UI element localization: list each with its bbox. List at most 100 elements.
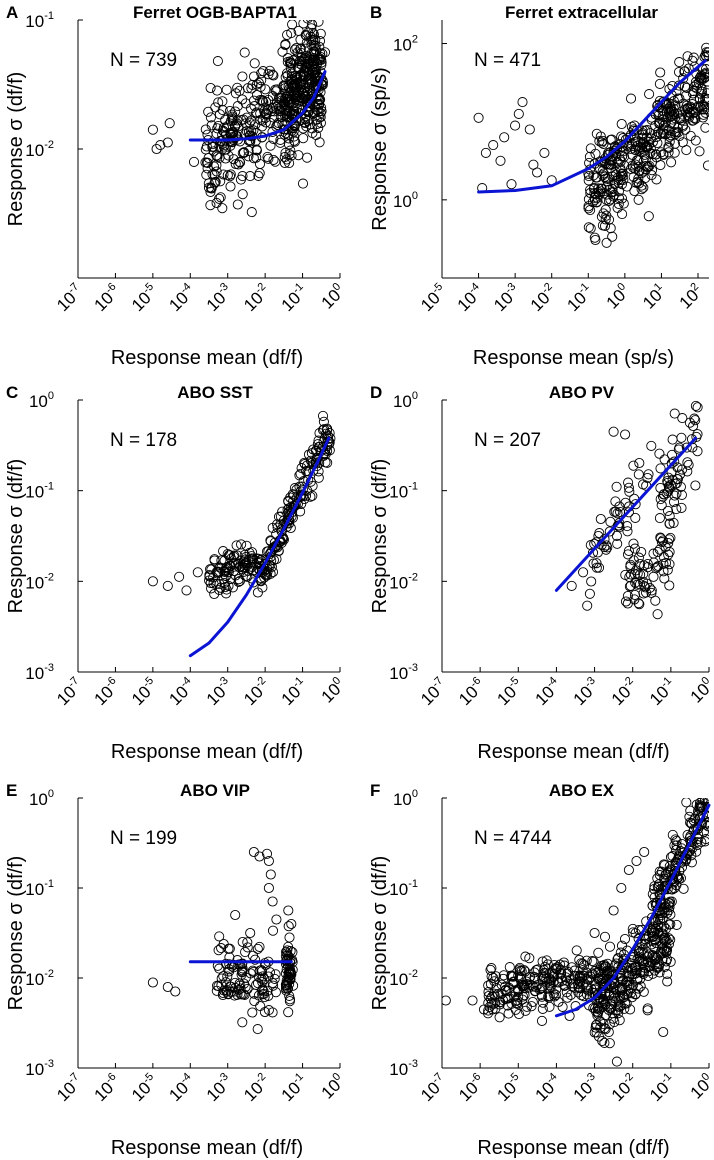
scatter-point — [697, 99, 708, 110]
scatter-point — [293, 25, 304, 36]
scatter-point — [486, 971, 497, 982]
scatter-point — [254, 941, 265, 952]
scatter-point — [662, 969, 673, 980]
scatter-point — [702, 85, 709, 96]
scatter-point — [669, 840, 680, 851]
scatter-point — [599, 931, 611, 942]
scatter-point — [592, 990, 603, 1001]
y-axis-label: Response σ (df/f) — [369, 856, 391, 1011]
scatter-point — [687, 55, 698, 66]
scatter-point — [267, 1007, 278, 1018]
x-axis-label: Response mean (df/f) — [111, 741, 303, 763]
scatter-point — [651, 952, 662, 963]
x-tick-label: 10-5 — [493, 1071, 527, 1105]
scatter-point — [203, 106, 214, 117]
scatter-point — [642, 472, 653, 484]
y-tick-label: 102 — [393, 34, 418, 55]
scatter-point — [213, 97, 224, 108]
scatter-point — [642, 1003, 653, 1014]
n-count-label: N = 471 — [474, 50, 541, 71]
scatter-point — [485, 978, 496, 990]
scatter-point — [658, 1026, 669, 1038]
y-tick-label: 10-1 — [25, 10, 54, 31]
scatter-point — [227, 131, 238, 143]
scatter-point — [313, 122, 324, 133]
scatter-point — [220, 153, 231, 164]
x-tick-label: 10-3 — [489, 281, 523, 315]
scatter-point — [566, 962, 577, 973]
scatter-point — [295, 468, 306, 479]
scatter-points — [473, 42, 709, 248]
scatter-point — [642, 1005, 653, 1016]
x-tick-label: 10-5 — [493, 675, 527, 709]
scatter-point — [268, 154, 279, 165]
scatter-point — [604, 526, 615, 537]
scatter-point — [610, 169, 621, 180]
scatter-point — [277, 506, 288, 517]
scatter-point — [652, 609, 663, 620]
scatter-point — [210, 102, 221, 113]
y-tick-label: 10-2 — [25, 139, 54, 160]
scatter-point — [281, 154, 292, 165]
scatter-point — [633, 469, 644, 480]
scatter-point — [646, 440, 657, 451]
scatter-point — [212, 85, 223, 96]
scatter-point — [241, 112, 252, 123]
scatter-point — [623, 477, 634, 488]
scatter-point — [240, 118, 251, 129]
scatter-point — [681, 798, 692, 808]
scatter-point — [259, 992, 270, 1003]
scatter-point — [292, 89, 303, 100]
scatter-point — [630, 512, 641, 523]
scatter-point — [625, 561, 636, 572]
scatter-point — [555, 973, 566, 984]
scatter-point — [625, 93, 637, 104]
scatter-point — [218, 122, 229, 133]
scatter-point — [646, 170, 657, 181]
scatter-point — [517, 97, 528, 108]
scatter-point — [585, 187, 596, 199]
scatter-point — [628, 927, 639, 938]
scatter-point — [283, 905, 294, 916]
scatter-point — [202, 129, 213, 140]
scatter-point — [663, 147, 674, 158]
scatter-point — [267, 977, 278, 989]
scatter-point — [586, 576, 597, 587]
scatter-point — [598, 995, 609, 1006]
scatter-point — [658, 149, 669, 160]
scatter-point — [615, 947, 626, 958]
scatter-point — [584, 151, 595, 162]
scatter-point — [624, 571, 635, 583]
scatter-point — [222, 549, 233, 560]
scatter-point — [164, 118, 175, 129]
scatter-point — [610, 496, 621, 507]
scatter-point — [280, 39, 291, 50]
scatter-point — [655, 128, 666, 139]
scatter-point — [607, 1008, 618, 1019]
scatter-point — [291, 42, 302, 54]
x-tick-label: 10-3 — [202, 675, 236, 709]
scatter-point — [478, 1004, 490, 1015]
scatter-point — [659, 573, 670, 584]
scatter-point — [604, 1019, 615, 1030]
scatter-point — [289, 135, 300, 146]
scatter-point — [265, 560, 276, 571]
scatter-point — [664, 511, 675, 522]
scatter-point — [307, 480, 318, 491]
scatter-point — [682, 466, 693, 477]
panel-letter: A — [6, 3, 18, 22]
y-axis-label: Response σ (df/f) — [5, 459, 27, 614]
scatter-point — [221, 588, 232, 599]
scatter-point — [151, 143, 162, 155]
scatter-point — [675, 113, 687, 124]
scatter-point — [677, 121, 688, 132]
scatter-point — [538, 972, 550, 983]
scatter-point — [234, 136, 246, 147]
scatter-point — [694, 146, 705, 157]
scatter-point — [699, 69, 709, 80]
scatter-point — [623, 545, 634, 556]
panel-title: ABO SST — [177, 383, 253, 402]
scatter-point — [633, 983, 644, 994]
scatter-point — [653, 914, 664, 925]
